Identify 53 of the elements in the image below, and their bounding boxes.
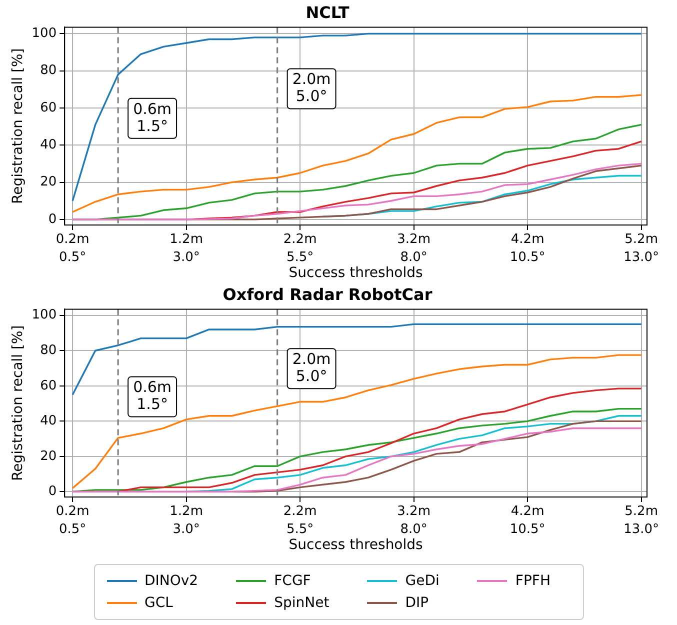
x2-tick-label: 13.0° <box>624 522 660 537</box>
x-tick-label: 1.2m <box>170 504 203 520</box>
x-tick-label: 0.2m <box>56 504 90 520</box>
x2-tick-label: 0.5° <box>58 250 86 265</box>
ref-line-label: 0.6m 1.5° <box>133 378 172 414</box>
y-tick-label: 80 <box>40 63 57 78</box>
y-tick-label: 0 <box>48 484 57 500</box>
x2-tick-label: 5.5° <box>286 522 314 537</box>
y-tick-label: 20 <box>40 174 57 190</box>
legend-label: FCGF <box>274 573 311 589</box>
chart-title: NCLT <box>306 2 350 22</box>
x-tick-label: 2.2m <box>283 232 317 248</box>
x2-tick-label: 10.5° <box>510 522 546 537</box>
x-tick-label: 4.2m <box>510 504 544 520</box>
ref-line-label: 0.6m 1.5° <box>133 100 172 135</box>
x-tick-label: 5.2m <box>624 232 658 248</box>
y-tick-label: 40 <box>40 414 57 429</box>
y-axis-title: Registration recall [%] <box>10 48 26 204</box>
x-tick-label: 3.2m <box>397 504 430 520</box>
x2-tick-label: 3.0° <box>172 522 200 537</box>
y-tick-label: 100 <box>32 308 57 323</box>
legend-label: SpinNet <box>274 595 330 611</box>
legend-label: FPFH <box>515 573 550 589</box>
x2-tick-label: 0.5° <box>58 522 86 537</box>
y-axis-title: Registration recall [%] <box>10 325 26 481</box>
x-tick-label: 3.2m <box>397 232 430 248</box>
x-tick-label: 0.2m <box>56 232 90 248</box>
y-tick-label: 40 <box>40 138 57 153</box>
y-tick-label: 20 <box>40 448 57 464</box>
x-axis-title: Success thresholds <box>288 537 423 554</box>
chart-title: Oxford Radar RobotCar <box>222 284 432 304</box>
y-tick-label: 60 <box>40 100 57 116</box>
x2-tick-label: 3.0° <box>172 250 200 265</box>
x2-tick-label: 13.0° <box>624 250 660 265</box>
x-tick-label: 5.2m <box>624 504 658 520</box>
x-axis-title: Success thresholds <box>288 265 423 282</box>
x-tick-label: 4.2m <box>510 232 544 248</box>
x2-tick-label: 8.0° <box>400 250 428 265</box>
x2-tick-label: 5.5° <box>286 250 314 265</box>
legend-label: GCL <box>144 595 173 611</box>
legend-label: DIP <box>405 595 429 611</box>
x-tick-label: 2.2m <box>283 504 317 520</box>
ref-line-label: 2.0m 5.0° <box>292 350 331 386</box>
x2-tick-label: 8.0° <box>400 522 428 537</box>
x-tick-label: 1.2m <box>170 232 203 248</box>
legend-label: GeDi <box>405 573 440 589</box>
y-tick-label: 0 <box>48 212 57 227</box>
ref-line-label: 2.0m 5.0° <box>292 70 331 106</box>
y-tick-label: 80 <box>40 343 57 358</box>
y-tick-label: 60 <box>40 378 57 394</box>
y-tick-label: 100 <box>32 26 57 42</box>
legend-label: DINOv2 <box>144 573 198 589</box>
x2-tick-label: 10.5° <box>510 250 546 265</box>
